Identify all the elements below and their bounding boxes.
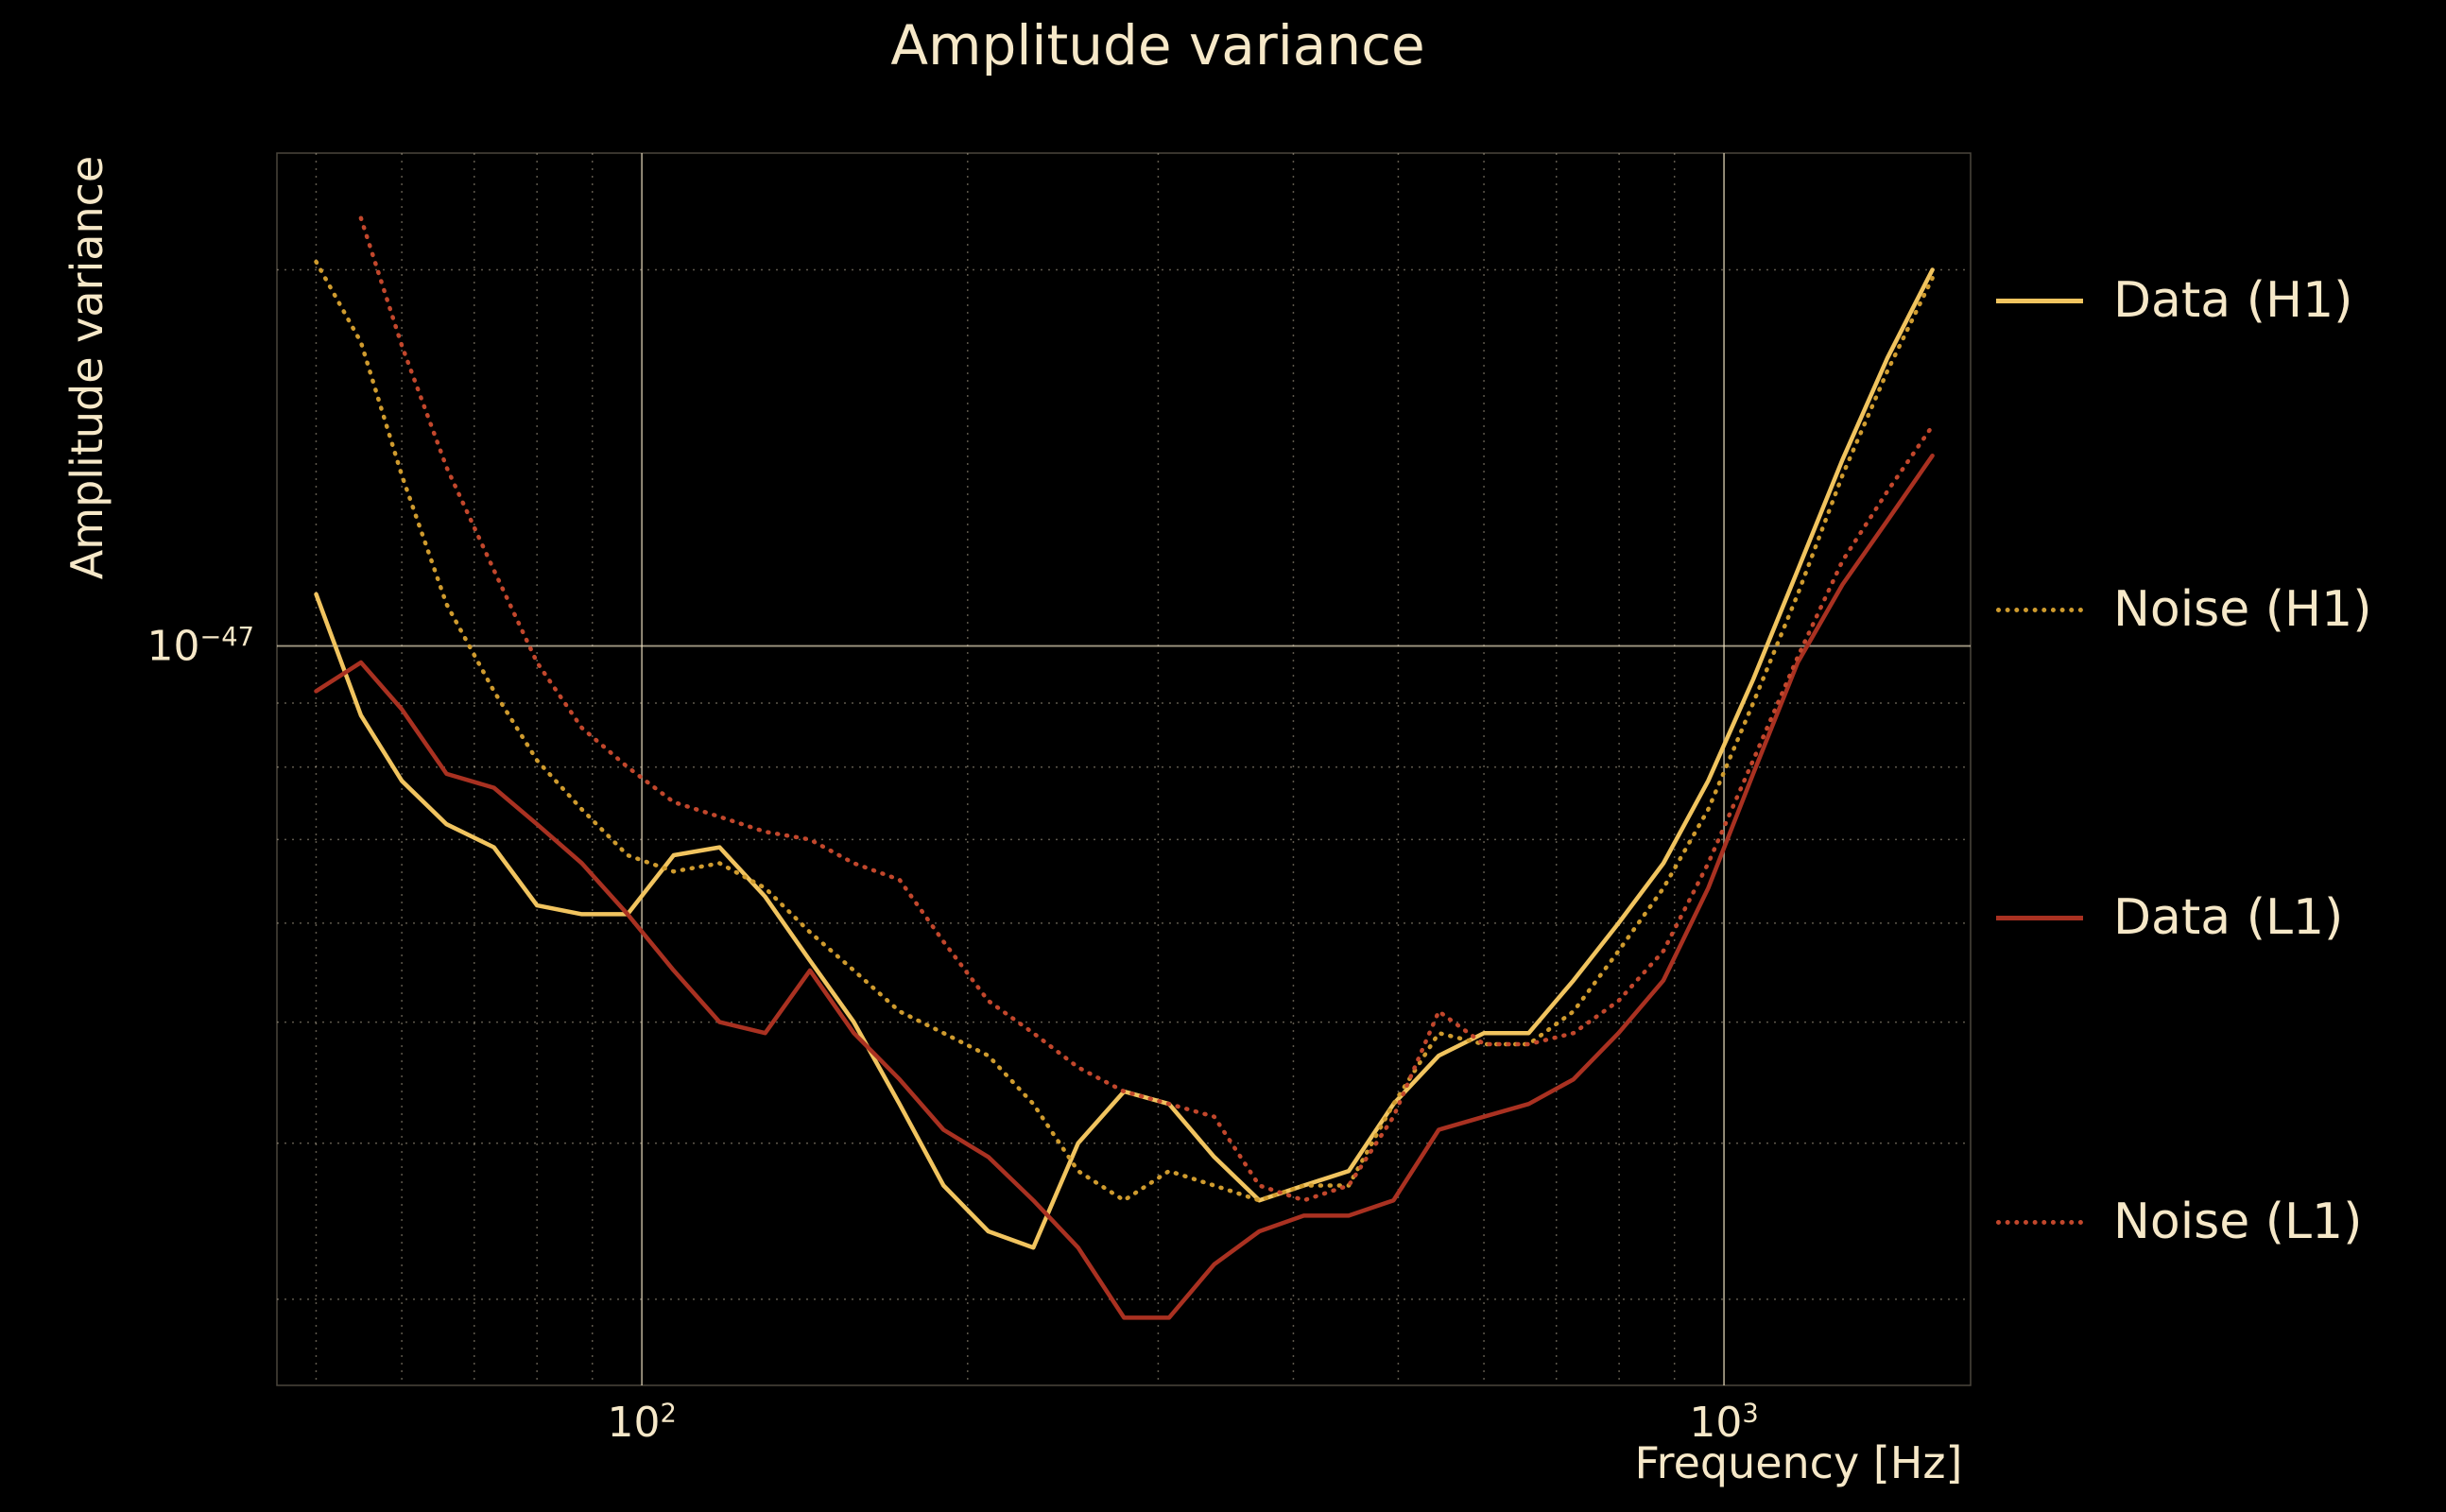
legend-item-data-h1: Data (H1) bbox=[1996, 270, 2352, 331]
x-tick-label-1000: 103 bbox=[1689, 1399, 1759, 1447]
chart-title: Amplitude variance bbox=[890, 13, 1425, 77]
legend-label-noise-h1: Noise (H1) bbox=[2113, 581, 2372, 638]
y-tick-label-1e-47: 10−47 bbox=[146, 622, 254, 671]
series-line-data-l1- bbox=[314, 453, 1935, 1320]
legend-item-noise-h1: Noise (H1) bbox=[1996, 579, 2372, 640]
legend-sample-data-l1 bbox=[1996, 915, 2083, 920]
y-axis-label: Amplitude variance bbox=[61, 155, 112, 580]
legend-item-noise-l1: Noise (L1) bbox=[1996, 1192, 2362, 1252]
legend-label-noise-l1: Noise (L1) bbox=[2113, 1194, 2363, 1250]
legend-item-data-l1: Data (L1) bbox=[1996, 887, 2343, 948]
x-tick-label-100: 102 bbox=[607, 1399, 677, 1447]
legend-sample-noise-l1 bbox=[1996, 1219, 2083, 1225]
legend-sample-noise-h1 bbox=[1996, 607, 2083, 612]
x-axis-label: Frequency [Hz] bbox=[1634, 1437, 1963, 1488]
legend-sample-data-h1 bbox=[1996, 298, 2083, 303]
series-line-data-h1- bbox=[314, 267, 1935, 1250]
legend-label-data-h1: Data (H1) bbox=[2113, 272, 2353, 329]
series-line-noise-h1- bbox=[314, 259, 1935, 1203]
series-line-noise-l1- bbox=[358, 215, 1935, 1203]
legend-label-data-l1: Data (L1) bbox=[2113, 889, 2344, 946]
